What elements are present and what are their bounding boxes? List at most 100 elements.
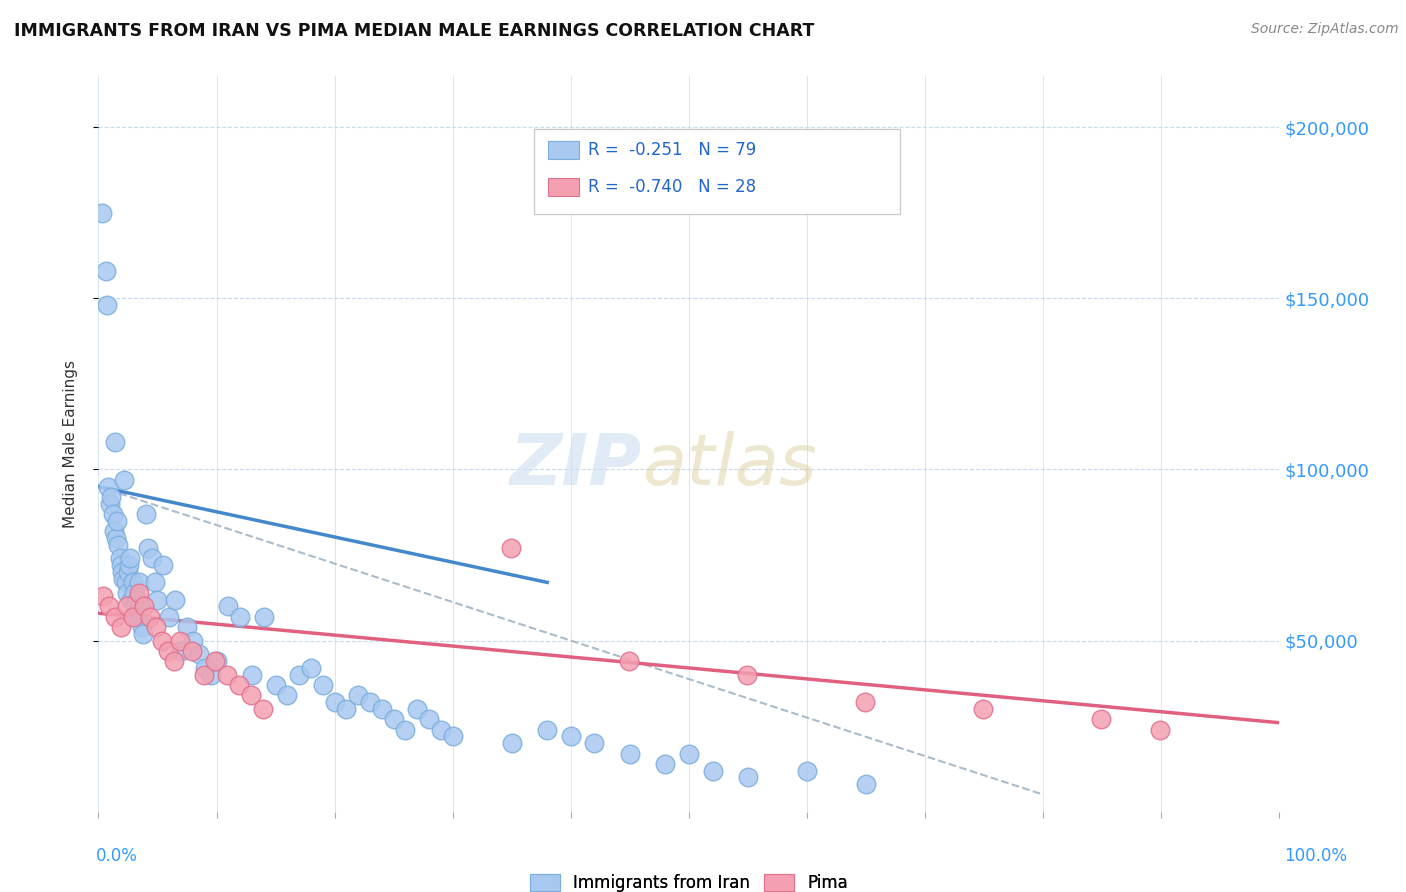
Point xyxy=(121,575,143,590)
Point xyxy=(796,764,818,778)
Point xyxy=(121,609,143,624)
Point xyxy=(91,205,114,219)
Point xyxy=(853,695,876,709)
Text: atlas: atlas xyxy=(641,432,817,500)
Point xyxy=(118,558,141,573)
Point xyxy=(501,736,523,750)
Point xyxy=(136,541,159,556)
Text: ZIP: ZIP xyxy=(509,432,641,500)
Point xyxy=(145,620,167,634)
Point xyxy=(103,524,125,538)
Point xyxy=(128,575,150,590)
Point xyxy=(430,723,453,737)
Point xyxy=(108,551,131,566)
Point xyxy=(347,689,370,703)
Text: Source: ZipAtlas.com: Source: ZipAtlas.com xyxy=(1251,22,1399,37)
Point xyxy=(239,689,262,703)
Point xyxy=(104,435,127,450)
Point xyxy=(129,609,152,624)
Point xyxy=(583,736,606,750)
Point xyxy=(276,689,298,703)
Point xyxy=(217,668,239,682)
Point xyxy=(619,747,641,761)
Point xyxy=(111,565,134,579)
Point xyxy=(120,551,142,566)
Point xyxy=(132,626,155,640)
Point xyxy=(91,589,114,603)
Point xyxy=(264,678,287,692)
Point xyxy=(253,609,276,624)
Point xyxy=(441,730,464,744)
Text: 100.0%: 100.0% xyxy=(1284,847,1347,864)
Point xyxy=(1149,723,1171,737)
Point xyxy=(204,654,226,668)
Point xyxy=(194,661,217,675)
Point xyxy=(100,490,122,504)
Point xyxy=(110,620,132,634)
Point xyxy=(105,531,128,545)
Point xyxy=(240,668,263,682)
Point xyxy=(94,264,117,278)
Point xyxy=(1090,712,1112,726)
Point xyxy=(112,473,135,487)
Point xyxy=(135,507,157,521)
Point xyxy=(536,723,558,737)
Point xyxy=(128,585,150,599)
Point xyxy=(127,592,149,607)
Point xyxy=(112,572,135,586)
Point xyxy=(115,585,138,599)
Point xyxy=(323,695,346,709)
Point xyxy=(252,702,274,716)
Point xyxy=(200,668,222,682)
Point xyxy=(131,620,153,634)
Text: 0.0%: 0.0% xyxy=(96,847,138,864)
Point xyxy=(229,609,252,624)
Point xyxy=(371,702,394,716)
Point xyxy=(418,712,440,726)
Point xyxy=(139,609,162,624)
Y-axis label: Median Male Earnings: Median Male Earnings xyxy=(63,359,77,528)
Point xyxy=(394,723,416,737)
Text: R =  -0.251   N = 79: R = -0.251 N = 79 xyxy=(588,141,756,159)
Point xyxy=(98,497,121,511)
Point xyxy=(205,654,228,668)
Point xyxy=(312,678,335,692)
Point xyxy=(382,712,405,726)
Point xyxy=(654,756,676,771)
Point xyxy=(359,695,381,709)
Legend: Immigrants from Iran, Pima: Immigrants from Iran, Pima xyxy=(523,868,855,892)
Point xyxy=(157,644,180,658)
Point xyxy=(143,575,166,590)
Point xyxy=(217,599,239,614)
Point xyxy=(98,599,121,614)
Point xyxy=(115,599,138,614)
Point xyxy=(228,678,250,692)
Point xyxy=(114,575,136,590)
Point xyxy=(735,668,758,682)
Point xyxy=(146,592,169,607)
Point xyxy=(972,702,994,716)
Point xyxy=(169,633,191,648)
Point xyxy=(299,661,322,675)
Point xyxy=(157,609,180,624)
Point xyxy=(335,702,357,716)
Point xyxy=(141,551,163,566)
Point xyxy=(96,298,118,312)
Point xyxy=(121,592,143,607)
Point xyxy=(165,592,187,607)
Point xyxy=(163,654,186,668)
Point xyxy=(187,647,209,661)
Point xyxy=(170,644,193,658)
Point xyxy=(124,599,146,614)
Point xyxy=(97,479,120,493)
Point xyxy=(128,599,150,614)
Point xyxy=(560,730,582,744)
Point xyxy=(105,514,128,528)
Point xyxy=(101,507,124,521)
Text: R =  -0.740   N = 28: R = -0.740 N = 28 xyxy=(588,178,756,196)
Point xyxy=(110,558,132,573)
Point xyxy=(678,747,700,761)
Point xyxy=(107,538,129,552)
Point xyxy=(122,585,145,599)
Point xyxy=(125,609,148,624)
